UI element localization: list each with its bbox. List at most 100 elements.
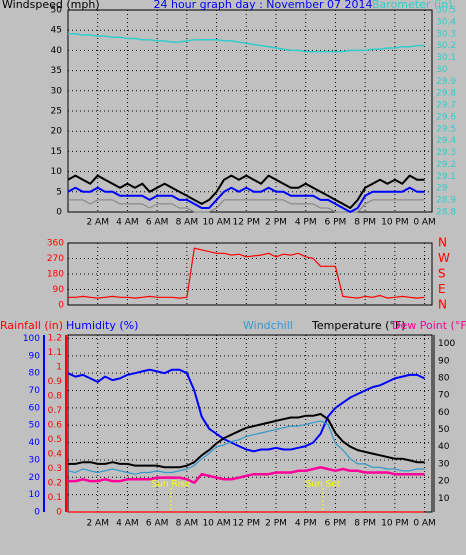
y2-tick-label: 29.6 (436, 112, 456, 122)
x-tick-label: 8 AM (176, 218, 199, 228)
y-tick-label: 70 (29, 386, 41, 396)
x-tick-label: 4 PM (295, 218, 317, 228)
y2-tick-label: 30 (436, 65, 448, 75)
y-tick-label: 100 (23, 334, 40, 344)
series-line (68, 413, 425, 469)
x-tick-label: 8 PM (354, 519, 376, 529)
y2-tick-label: 29.2 (436, 160, 456, 170)
y2-tick-label: S (438, 267, 446, 281)
y3-tick-label: 0.2 (48, 478, 62, 488)
y-tick-label: 10 (51, 167, 63, 177)
y2-tick-label: 60 (438, 408, 450, 418)
dewpoint-legend: Dew Point (°F) (392, 319, 466, 332)
x-tick-label: 10 PM (381, 519, 409, 529)
y2-tick-label: 29 (436, 184, 448, 194)
y3-tick-label: 0.1 (48, 493, 62, 503)
y2-tick-label: 29.9 (436, 77, 456, 87)
x-tick-label: 2 AM (86, 218, 109, 228)
humidity-legend: Humidity (%) (66, 319, 138, 332)
x-tick-label: 2 AM (86, 519, 109, 529)
y2-tick-label: 30 (438, 459, 450, 469)
y2-tick-label: 30.2 (436, 41, 456, 51)
series-line (68, 247, 425, 299)
y2-tick-label: 10 (438, 494, 450, 504)
y2-tick-label: 80 (438, 373, 450, 383)
series-line (67, 186, 425, 213)
y2-tick-label: 40 (438, 442, 450, 452)
x-tick-label: 8 PM (354, 218, 376, 228)
y-tick-label: 0 (34, 508, 40, 518)
x-tick-label: 6 AM (146, 519, 169, 529)
y-tick-label: 50 (51, 6, 63, 16)
y3-tick-label: 0.7 (48, 406, 62, 416)
y-tick-label: 45 (51, 26, 62, 36)
y3-tick-label: 0.4 (48, 449, 63, 459)
y-tick-label: 40 (51, 46, 63, 56)
x-tick-label: 2 PM (265, 519, 287, 529)
y-tick-label: 5 (56, 187, 62, 197)
y3-tick-label: 0.5 (48, 435, 62, 445)
y3-tick-label: 0 (56, 508, 62, 518)
annotation-label: Sun Set (306, 480, 341, 490)
y2-tick-label: 30.3 (436, 29, 456, 39)
y2-tick-label: 90 (438, 356, 450, 366)
y2-tick-label: 29.8 (436, 89, 456, 99)
y2-tick-label: 100 (438, 339, 455, 349)
y3-tick-label: 1 (56, 362, 62, 372)
series-line (67, 368, 426, 453)
y2-tick-label: 29.4 (436, 136, 456, 146)
y2-tick-label: 28.9 (436, 196, 456, 206)
series-line (67, 174, 425, 209)
y2-tick-label: 50 (438, 425, 450, 435)
chart-title: 24 hour graph day : November 07 2014 (153, 0, 372, 11)
y2-tick-label: 70 (438, 391, 450, 401)
wind-axis-title: Windspeed (mph) (2, 0, 100, 11)
y2-tick-label: N (438, 298, 447, 312)
y-tick-label: 10 (29, 490, 41, 500)
y3-tick-label: 1.2 (48, 333, 62, 343)
x-tick-label: 0 AM (413, 218, 436, 228)
y2-tick-label: W (438, 251, 450, 265)
series-line (67, 420, 425, 475)
y-tick-label: 30 (29, 455, 41, 465)
x-tick-label: 8 AM (176, 519, 199, 529)
x-tick-label: 12 PM (233, 218, 261, 228)
temperature-legend: Temperature (°F) (311, 319, 406, 332)
series-line (68, 33, 425, 53)
y-tick-label: 50 (29, 421, 41, 431)
x-tick-label: 10 PM (381, 218, 409, 228)
x-tick-label: 6 PM (325, 519, 347, 529)
x-tick-label: 4 AM (116, 519, 139, 529)
x-tick-label: 4 AM (116, 218, 139, 228)
y-tick-label: 25 (51, 107, 62, 117)
y-tick-label: 30 (51, 86, 63, 96)
x-tick-label: 2 PM (265, 218, 287, 228)
y3-tick-label: 1.1 (48, 348, 62, 358)
y2-tick-label: 20 (438, 477, 450, 487)
y2-tick-label: 29.7 (436, 101, 456, 111)
series-line (68, 466, 425, 485)
windchill-legend: Windchill (243, 319, 293, 332)
y2-tick-label: E (438, 282, 446, 296)
y-tick-label: 0 (58, 301, 64, 311)
y3-tick-label: 0.3 (48, 464, 62, 474)
y3-tick-label: 0.6 (48, 420, 63, 430)
y2-tick-label: 30.1 (436, 53, 456, 63)
y-tick-label: 90 (29, 351, 41, 361)
x-tick-label: 6 PM (325, 218, 347, 228)
x-tick-label: 10 AM (202, 519, 230, 529)
y2-tick-label: N (438, 236, 447, 250)
y-tick-label: 60 (29, 403, 41, 413)
x-tick-label: 10 AM (202, 218, 230, 228)
y2-tick-label: 28.8 (436, 208, 456, 218)
x-tick-label: 6 AM (146, 218, 169, 228)
y-tick-label: 15 (51, 147, 62, 157)
barometer-legend: Barometer (in) (372, 0, 453, 11)
y-tick-label: 360 (47, 239, 64, 249)
y-tick-label: 35 (51, 66, 62, 76)
y3-tick-label: 0.9 (48, 377, 63, 387)
y-tick-label: 270 (47, 254, 64, 264)
y2-tick-label: 29.5 (436, 124, 456, 134)
y-tick-label: 0 (56, 208, 62, 218)
